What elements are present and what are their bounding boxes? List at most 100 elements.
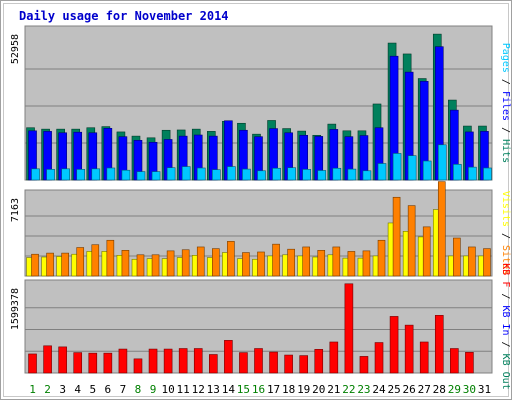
x-tick-label: 31 [478,383,491,396]
bar-sites [212,248,220,277]
legend-entry: KB Out [500,354,511,390]
bar-sites [407,205,416,277]
legend-entry: / [500,121,511,139]
x-tick-label: 4 [74,383,81,396]
x-tick-label: 7 [120,383,127,396]
bar-kb [118,348,128,374]
bar-sites [91,244,100,277]
bar-kb [103,352,113,374]
bar-pages [437,144,447,181]
x-tick-label: 27 [418,383,431,396]
x-tick-label: 15 [237,383,250,396]
x-tick-label: 12 [192,383,205,396]
x-tick-label: 28 [433,383,446,396]
legend-entry: / [500,73,511,91]
x-tick-label: 24 [372,383,386,396]
bar-pages [242,168,251,181]
bar-kb [239,352,248,374]
legend-entry: Sites [500,245,511,275]
bar-sites [347,251,356,277]
bar-sites [61,252,69,277]
x-tick-label: 6 [105,383,112,396]
bar-kb [329,341,339,374]
legend-entry: / [500,287,511,305]
x-tick-label: 22 [342,383,355,396]
x-tick-label: 26 [403,383,416,396]
bar-kb [359,356,369,374]
bar-kb [43,345,52,374]
bar-sites [332,246,341,277]
bar-pages [136,171,146,181]
chart-title: Daily usage for November 2014 [19,9,229,23]
bar-kb [178,348,188,374]
series-legend: KB F / KB In / KB Out [500,263,511,389]
bar-sites [196,246,205,277]
x-axis-tick-labels: 1 2 3 4 5 6 7 8 9 10 11 12 13 14 15 16 17 18 19 20 21 22 23 24 2… [29,383,491,396]
bar-kb [374,342,384,374]
y-axis-max-label: 7163 [10,198,21,222]
bar-kb [419,341,429,374]
x-tick-label: 8 [135,383,142,396]
x-tick-label: 13 [207,383,220,396]
bar-kb [193,348,203,374]
bar-pages [468,166,477,181]
bar-pages [196,167,206,181]
bar-pages [106,167,116,181]
bar-sites [453,237,461,277]
x-tick-label: 11 [177,383,190,396]
bar-pages [61,168,70,181]
bar-kb [314,349,324,374]
x-tick-label: 23 [357,383,370,396]
x-tick-label: 20 [312,383,325,396]
bar-sites [317,250,326,277]
bar-kb [58,346,67,374]
bar-pages [287,167,296,181]
bar-pages [257,170,266,181]
bar-sites [76,247,85,277]
legend-entry: Pages [500,43,511,73]
bar-pages [121,169,131,181]
bar-sites [121,250,130,277]
bar-kb [28,353,37,374]
legend-entry: / [500,227,511,245]
bar-pages [407,155,417,181]
bar-pages [76,169,86,181]
bar-pages [377,163,387,181]
legend-entry: Visits [500,191,511,227]
x-tick-label: 29 [448,383,461,396]
y-axis-max-label: 52958 [10,34,21,64]
panel-hits-files-pages: 52958 Pages / Files / Hits [10,25,511,181]
bar-pages [151,171,161,181]
bar-kb [404,324,414,374]
x-tick-label: 17 [267,383,280,396]
bar-pages [31,168,40,181]
bar-sites [392,196,401,277]
bar-kb [148,348,158,374]
bar-kb [284,354,293,374]
bar-kb [163,348,173,374]
bar-pages [227,166,236,181]
legend-entry: Hits [500,139,511,163]
bar-pages [91,168,101,181]
bar-kb [224,340,233,374]
bar-pages [453,164,462,181]
bar-kb [465,352,474,374]
bar-kb [73,352,83,374]
bar-pages [302,169,311,181]
bar-kb [450,348,459,374]
bar-sites [242,252,250,277]
bar-pages [317,170,327,181]
bar-pages [166,167,176,181]
bar-sites [287,248,295,277]
bar-sites [46,252,54,277]
bar-sites [362,250,371,277]
x-tick-label: 19 [297,383,310,396]
x-tick-label: 21 [327,383,340,396]
bar-sites [422,226,431,277]
bar-sites [227,241,235,277]
x-tick-label: 14 [222,383,236,396]
legend-entry: KB F [500,263,511,287]
series-legend: Visits / Sites [500,191,511,275]
bar-sites [437,181,446,277]
panel-kbin-kbout: 1599378 KB F / KB In / KB Out [10,263,511,389]
